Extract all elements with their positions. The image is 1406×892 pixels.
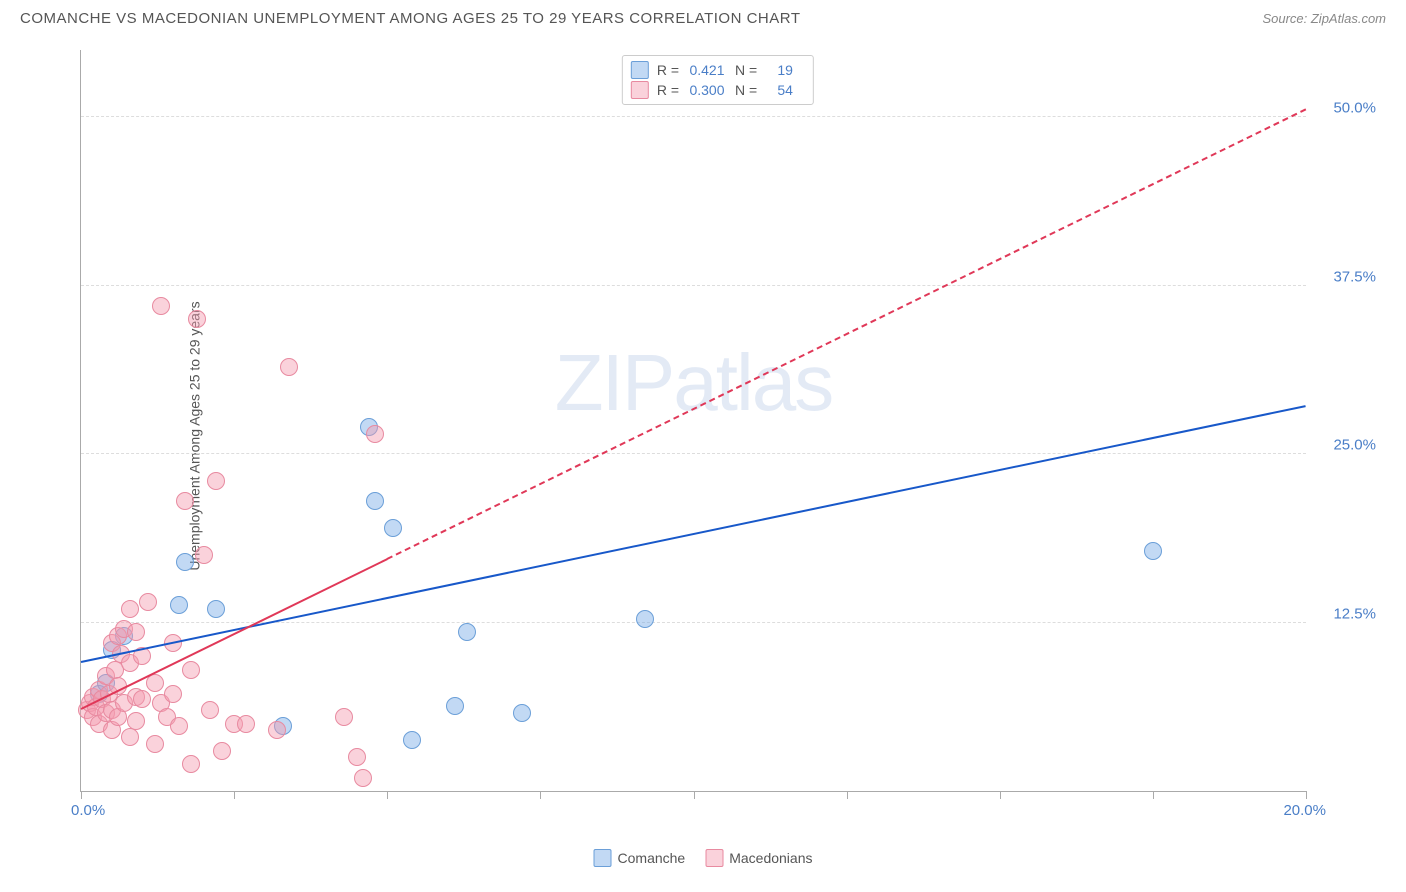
x-tick <box>234 791 235 799</box>
data-point <box>201 701 219 719</box>
data-point <box>152 297 170 315</box>
data-point <box>354 769 372 787</box>
data-point <box>170 596 188 614</box>
data-point <box>366 425 384 443</box>
x-tick <box>1306 791 1307 799</box>
x-tick <box>540 791 541 799</box>
y-tick-label: 12.5% <box>1333 605 1376 622</box>
chart-title: COMANCHE VS MACEDONIAN UNEMPLOYMENT AMON… <box>20 10 801 27</box>
chart-header: COMANCHE VS MACEDONIAN UNEMPLOYMENT AMON… <box>0 0 1406 35</box>
data-point <box>213 742 231 760</box>
x-origin-tick-label: 0.0% <box>71 802 105 819</box>
data-point <box>636 610 654 628</box>
data-point <box>121 728 139 746</box>
data-point <box>121 600 139 618</box>
gridline <box>81 453 1306 454</box>
r-value-comanche: 0.421 <box>687 62 727 78</box>
data-point <box>188 310 206 328</box>
data-point <box>237 715 255 733</box>
data-point <box>403 731 421 749</box>
x-tick <box>387 791 388 799</box>
data-point <box>335 708 353 726</box>
data-point <box>268 721 286 739</box>
x-tick <box>1153 791 1154 799</box>
legend-item-macedonians: Macedonians <box>705 849 812 867</box>
swatch-macedonians <box>631 81 649 99</box>
scatter-plot: ZIPatlas 0.0% 20.0% 12.5%25.0%37.5%50.0% <box>80 50 1306 792</box>
data-point <box>127 623 145 641</box>
x-tick <box>1000 791 1001 799</box>
trend-line <box>387 109 1307 560</box>
data-point <box>348 748 366 766</box>
swatch-macedonians-bottom <box>705 849 723 867</box>
chart-source: Source: ZipAtlas.com <box>1262 11 1386 26</box>
data-point <box>127 712 145 730</box>
y-tick-label: 50.0% <box>1333 100 1376 117</box>
trend-line <box>81 405 1306 663</box>
legend-row-macedonians: R = 0.300 N = 54 <box>631 80 805 100</box>
data-point <box>195 546 213 564</box>
chart-area: Unemployment Among Ages 25 to 29 years Z… <box>50 50 1386 822</box>
data-point <box>207 600 225 618</box>
swatch-comanche-bottom <box>594 849 612 867</box>
n-value-comanche: 19 <box>765 62 805 78</box>
data-point <box>458 623 476 641</box>
data-point <box>176 492 194 510</box>
y-tick-label: 37.5% <box>1333 268 1376 285</box>
swatch-comanche <box>631 61 649 79</box>
series-legend: Comanche Macedonians <box>594 849 813 867</box>
data-point <box>182 661 200 679</box>
correlation-legend: R = 0.421 N = 19 R = 0.300 N = 54 <box>622 55 814 105</box>
data-point <box>139 593 157 611</box>
y-tick-label: 25.0% <box>1333 437 1376 454</box>
n-value-macedonians: 54 <box>765 82 805 98</box>
data-point <box>170 717 188 735</box>
data-point <box>207 472 225 490</box>
data-point <box>446 697 464 715</box>
data-point <box>1144 542 1162 560</box>
data-point <box>182 755 200 773</box>
gridline <box>81 116 1306 117</box>
data-point <box>513 704 531 722</box>
x-tick <box>81 791 82 799</box>
data-point <box>164 685 182 703</box>
watermark: ZIPatlas <box>555 337 832 429</box>
x-end-tick-label: 20.0% <box>1283 802 1326 819</box>
data-point <box>280 358 298 376</box>
x-tick <box>694 791 695 799</box>
data-point <box>384 519 402 537</box>
legend-item-comanche: Comanche <box>594 849 686 867</box>
data-point <box>146 735 164 753</box>
data-point <box>176 553 194 571</box>
r-value-macedonians: 0.300 <box>687 82 727 98</box>
x-tick <box>847 791 848 799</box>
data-point <box>133 690 151 708</box>
gridline <box>81 285 1306 286</box>
legend-row-comanche: R = 0.421 N = 19 <box>631 60 805 80</box>
data-point <box>366 492 384 510</box>
